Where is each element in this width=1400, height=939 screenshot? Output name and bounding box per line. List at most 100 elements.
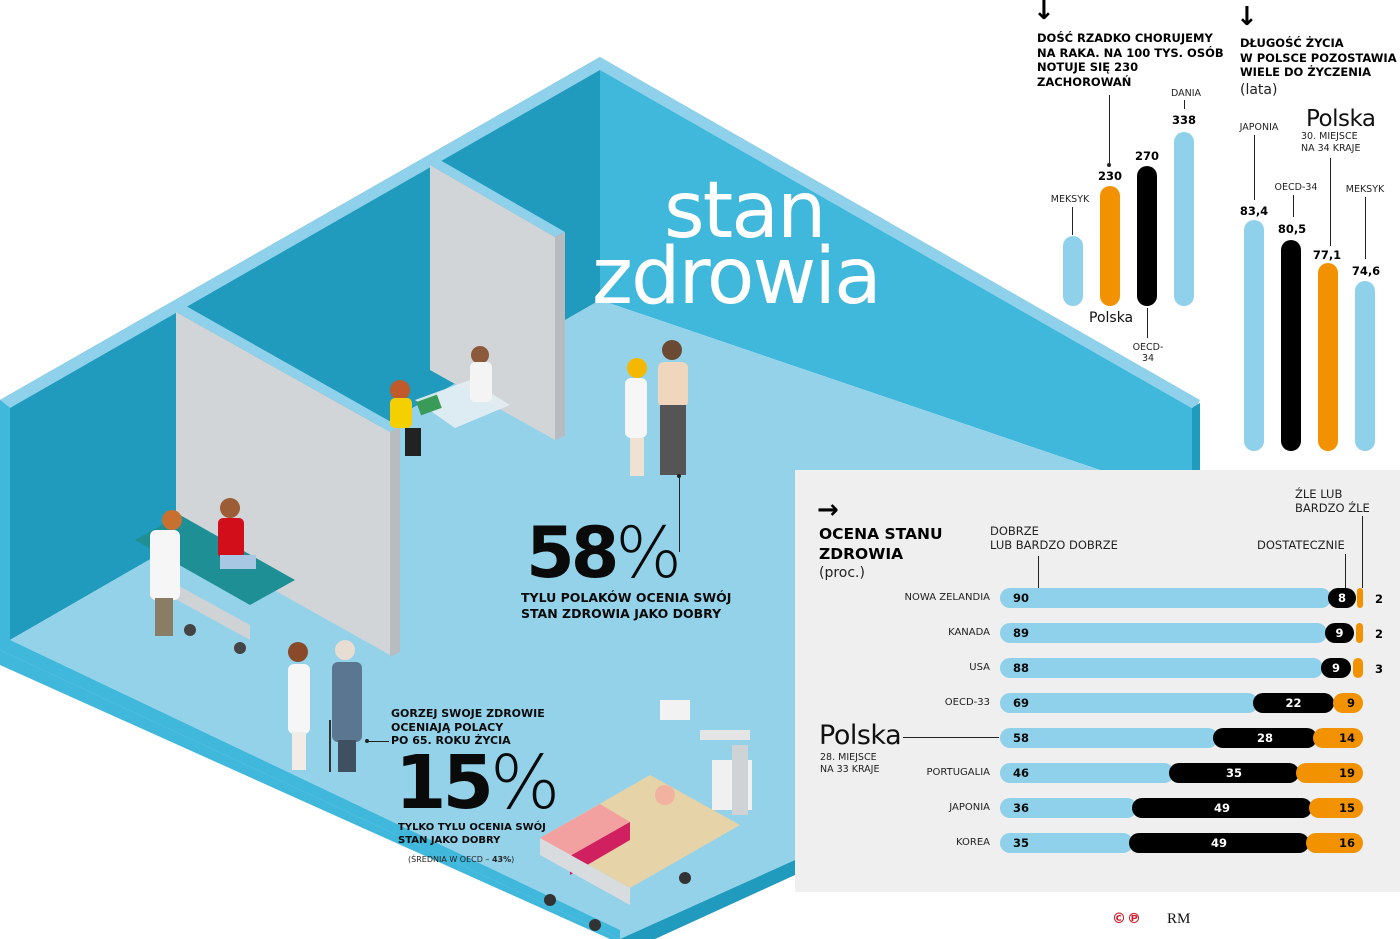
seg-good: 35 (1000, 833, 1133, 853)
doctor-stethoscope-scene (625, 340, 688, 476)
seg-good: 88 (1000, 658, 1323, 678)
oecd-average-note: (ŚREDNIA W OECD – 43%) (408, 855, 515, 864)
table-row-nowa-zelandia: NOWA ZELANDIA 90 8 2 (795, 588, 1400, 608)
cancer-dania-leader (1184, 100, 1185, 109)
seg-bad: 9 (1333, 693, 1363, 713)
seg-fair: 35 (1169, 763, 1299, 783)
cancer-meksyk-leader (1072, 207, 1073, 235)
callout-58-leader (679, 476, 680, 552)
cancer-bar-meksyk (1063, 236, 1083, 306)
wall-top-edge-right (600, 57, 1200, 410)
page-title-line1: stan (664, 166, 826, 256)
seg-bad: 14 (1313, 728, 1363, 748)
seg-bad-value: 2 (1375, 592, 1384, 606)
cancer-bar-oecd (1137, 166, 1157, 306)
stat-58-value: 58 (526, 512, 619, 594)
arrow-down-icon: ↓ (1033, 0, 1055, 26)
health-rank-note: 28. MIEJSCE NA 33 KRAJE (820, 752, 880, 775)
callout-58-dot (677, 474, 681, 478)
cancer-oecd-leader (1147, 308, 1148, 338)
seg-bad: 16 (1306, 833, 1363, 853)
legend-bad-leader (1362, 516, 1363, 588)
cancer-label-polska: Polska (1089, 310, 1134, 326)
table-row-korea: KOREA 35 49 16 (795, 833, 1400, 853)
life-polska-label: Polska (1306, 106, 1376, 132)
seg-good: 36 (1000, 798, 1137, 818)
life-value-japonia: 83,4 (1239, 204, 1269, 218)
life-bar-meksyk (1355, 281, 1375, 451)
seg-fair: 9 (1325, 623, 1354, 643)
health-panel-unit: (proc.) (819, 565, 865, 581)
legend-bad: ŹLE LUB BARDZO ŹLE (1295, 487, 1370, 515)
seg-bad-value: 2 (1375, 627, 1384, 641)
partition-back-side (555, 232, 565, 440)
stat-15-value: 15 (395, 740, 494, 826)
seg-good: 58 (1000, 728, 1218, 748)
floor-front-edge-left-thick (0, 650, 620, 939)
life-value-oecd: 80,5 (1277, 222, 1307, 236)
cancer-title-dot (1107, 163, 1111, 167)
table-row-oecd-33: OECD-33 69 22 9 (795, 693, 1400, 713)
stat-15-dot (365, 739, 369, 743)
arrow-right-icon: → (817, 495, 839, 525)
stat-58-caption: TYLU POLAKÓW OCENIA SWÓJ STAN ZDROWIA JA… (521, 590, 732, 621)
life-chart-unit: (lata) (1240, 82, 1278, 98)
seg-fair: 9 (1321, 658, 1351, 678)
seg-fair: 22 (1253, 693, 1334, 713)
table-row-japonia: JAPONIA 36 49 15 (795, 798, 1400, 818)
life-oecd-leader (1293, 195, 1294, 217)
seg-bad (1356, 623, 1363, 643)
author-initials: RM (1167, 911, 1191, 927)
life-rank-note: 30. MIEJSCE NA 34 KRAJE (1301, 131, 1361, 154)
life-label-meksyk: MEKSYK (1345, 184, 1385, 195)
life-meksyk-leader (1365, 197, 1366, 259)
seg-good: 90 (1000, 588, 1331, 608)
cancer-label-meksyk: MEKSYK (1050, 194, 1090, 205)
floor-front-edge-right (620, 860, 795, 939)
copyright-icon: ©℗ (1112, 911, 1142, 927)
life-label-japonia: JAPONIA (1239, 122, 1279, 133)
partition-back-top (430, 160, 565, 237)
life-bar-japonia (1244, 220, 1264, 451)
seg-fair: 49 (1129, 833, 1309, 853)
arrow-down-icon: ↓ (1236, 2, 1258, 32)
table-row-usa: USA 88 9 3 (795, 658, 1400, 678)
cancer-value-dania: 338 (1171, 113, 1196, 127)
hospital-bed-scene (540, 700, 752, 931)
stat-58-percent: 58% (526, 518, 682, 588)
stat-15-intro: GORZEJ SWOJE ZDROWIE OCENIAJĄ POLACY PO … (391, 707, 545, 747)
table-row-portugalia: PORTUGALIA 46 35 19 (795, 763, 1400, 783)
seg-bad: 15 (1309, 798, 1363, 818)
back-right-wall (600, 57, 1200, 470)
legend-good: DOBRZE LUB BARDZO DOBRZE (990, 524, 1118, 552)
page-title-line2: zdrowia (592, 232, 882, 322)
life-bar-oecd (1281, 240, 1301, 451)
seg-good: 46 (1000, 763, 1174, 783)
stat-58-unit: % (615, 512, 682, 594)
life-chart-title: DŁUGOŚĆ ŻYCIA W POLSCE POZOSTAWIA WIELE … (1240, 36, 1397, 79)
seg-bad-value: 3 (1375, 662, 1384, 676)
life-value-meksyk: 74,6 (1351, 264, 1381, 278)
wall-end-cap (1192, 403, 1200, 470)
stat-15-caption: TYLKO TYLU OCENIA SWÓJ STAN JAKO DOBRY (398, 822, 546, 846)
life-label-oecd: OECD-34 (1274, 182, 1318, 193)
seg-bad (1357, 588, 1363, 608)
seg-bad (1353, 658, 1363, 678)
legend-fair-leader (1345, 554, 1346, 588)
cancer-bar-polska (1100, 186, 1120, 306)
partition-front-side (390, 427, 400, 657)
cancer-chart-title: DOŚĆ RZADKO CHORUJEMY NA RAKA. NA 100 TY… (1037, 31, 1224, 89)
table-row-polska: 58 28 14 (795, 728, 1400, 748)
health-polska-label: Polska (819, 720, 902, 751)
legend-good-leader (1038, 556, 1039, 596)
legend-fair: DOSTATECZNIE (1257, 538, 1345, 552)
cancer-value-polska: 230 (1097, 169, 1122, 183)
seg-bad: 19 (1296, 763, 1363, 783)
floor-front-edge-left (0, 640, 620, 939)
nurse-senior-scene (288, 640, 362, 772)
life-bar-polska (1318, 263, 1338, 451)
life-japonia-leader (1254, 135, 1255, 200)
health-polska-leader (903, 737, 999, 738)
health-panel-title: OCENA STANU ZDROWIA (819, 525, 943, 563)
